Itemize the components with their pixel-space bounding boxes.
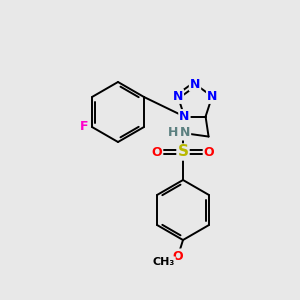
Text: O: O <box>152 146 162 158</box>
Text: N: N <box>173 90 183 103</box>
Text: S: S <box>178 145 188 160</box>
Text: N: N <box>180 127 190 140</box>
Text: N: N <box>207 90 217 103</box>
Text: O: O <box>204 146 214 158</box>
Text: H: H <box>168 127 178 140</box>
Text: N: N <box>179 110 190 123</box>
Text: N: N <box>190 77 200 91</box>
Text: O: O <box>173 250 183 262</box>
Text: CH₃: CH₃ <box>153 257 175 267</box>
Text: F: F <box>80 121 88 134</box>
